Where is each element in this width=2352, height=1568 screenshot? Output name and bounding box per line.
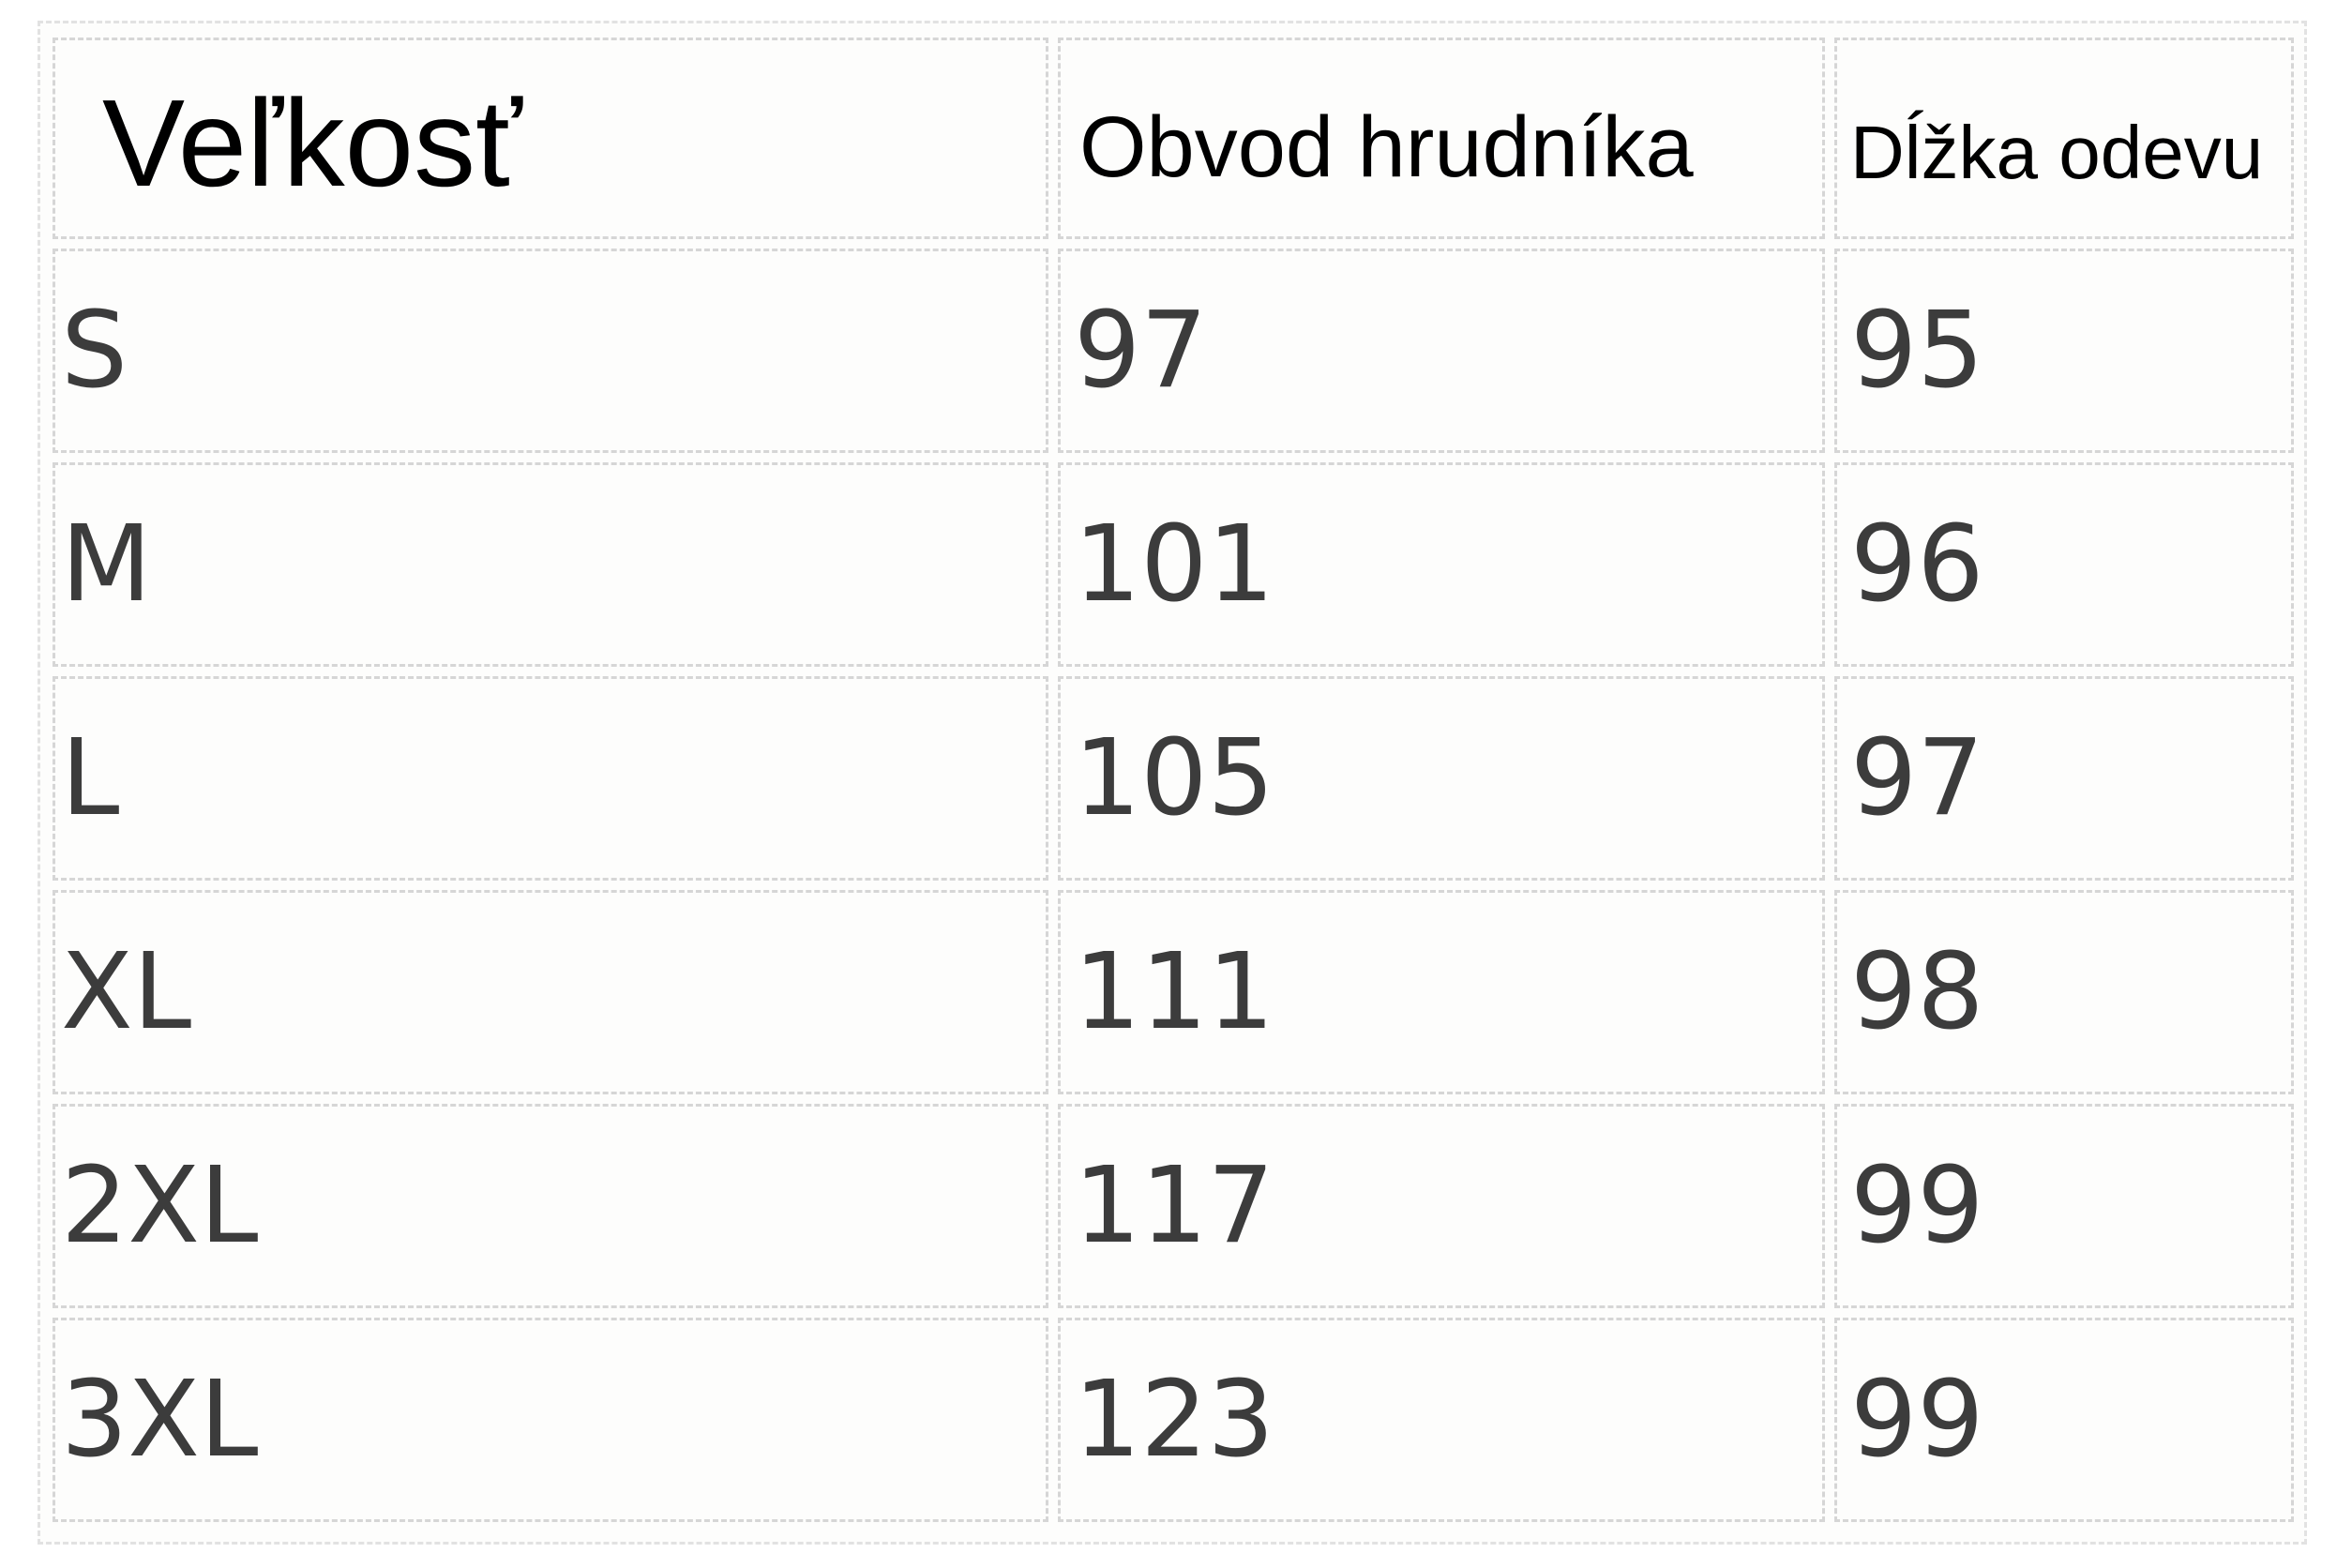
- chest-cell: 123: [1058, 1318, 1825, 1522]
- chest-cell: 117: [1058, 1104, 1825, 1308]
- chest-cell: 105: [1058, 676, 1825, 881]
- length-cell: 99: [1834, 1318, 2294, 1522]
- length-cell: 95: [1834, 249, 2294, 453]
- length-cell: 96: [1834, 462, 2294, 667]
- header-length: Dĺžka odevu: [1834, 38, 2294, 239]
- chest-cell: 111: [1058, 890, 1825, 1094]
- size-cell: L: [53, 676, 1048, 881]
- size-cell: S: [53, 249, 1048, 453]
- size-cell: XL: [53, 890, 1048, 1094]
- size-cell: 2XL: [53, 1104, 1048, 1308]
- size-cell: M: [53, 462, 1048, 667]
- length-cell: 98: [1834, 890, 2294, 1094]
- length-cell: 97: [1834, 676, 2294, 881]
- header-chest: Obvod hrudníka: [1058, 38, 1825, 239]
- chest-cell: 101: [1058, 462, 1825, 667]
- size-cell: 3XL: [53, 1318, 1048, 1522]
- size-table: Veľkosť Obvod hrudníka Dĺžka odevu S 97 95…: [53, 38, 2294, 1529]
- header-size: Veľkosť: [53, 38, 1048, 239]
- length-cell: 99: [1834, 1104, 2294, 1308]
- chest-cell: 97: [1058, 249, 1825, 453]
